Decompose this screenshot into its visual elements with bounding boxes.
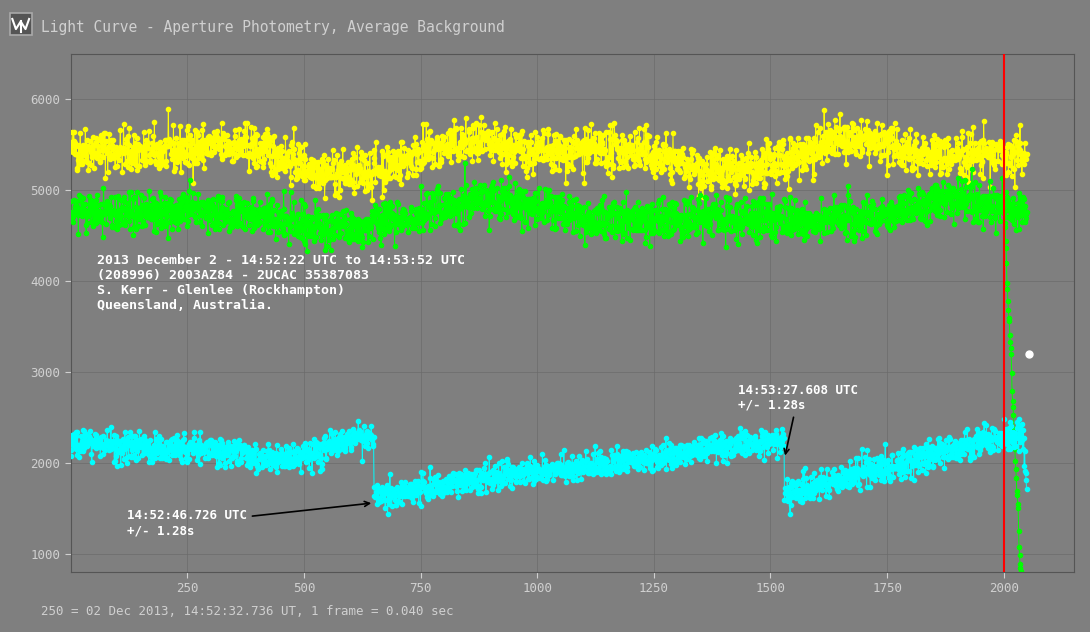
Text: 14:52:46.726 UTC
+/- 1.28s: 14:52:46.726 UTC +/- 1.28s: [126, 501, 370, 537]
Text: Light Curve - Aperture Photometry, Average Background: Light Curve - Aperture Photometry, Avera…: [41, 20, 505, 35]
Text: 250 = 02 Dec 2013, 14:52:32.736 UT, 1 frame = 0.040 sec: 250 = 02 Dec 2013, 14:52:32.736 UT, 1 fr…: [41, 605, 453, 618]
Text: 14:53:27.608 UTC
+/- 1.28s: 14:53:27.608 UTC +/- 1.28s: [738, 384, 858, 454]
FancyBboxPatch shape: [10, 13, 32, 35]
Text: 2013 December 2 - 14:52:22 UTC to 14:53:52 UTC
(208996) 2003AZ84 - 2UCAC 3538708: 2013 December 2 - 14:52:22 UTC to 14:53:…: [97, 253, 464, 312]
